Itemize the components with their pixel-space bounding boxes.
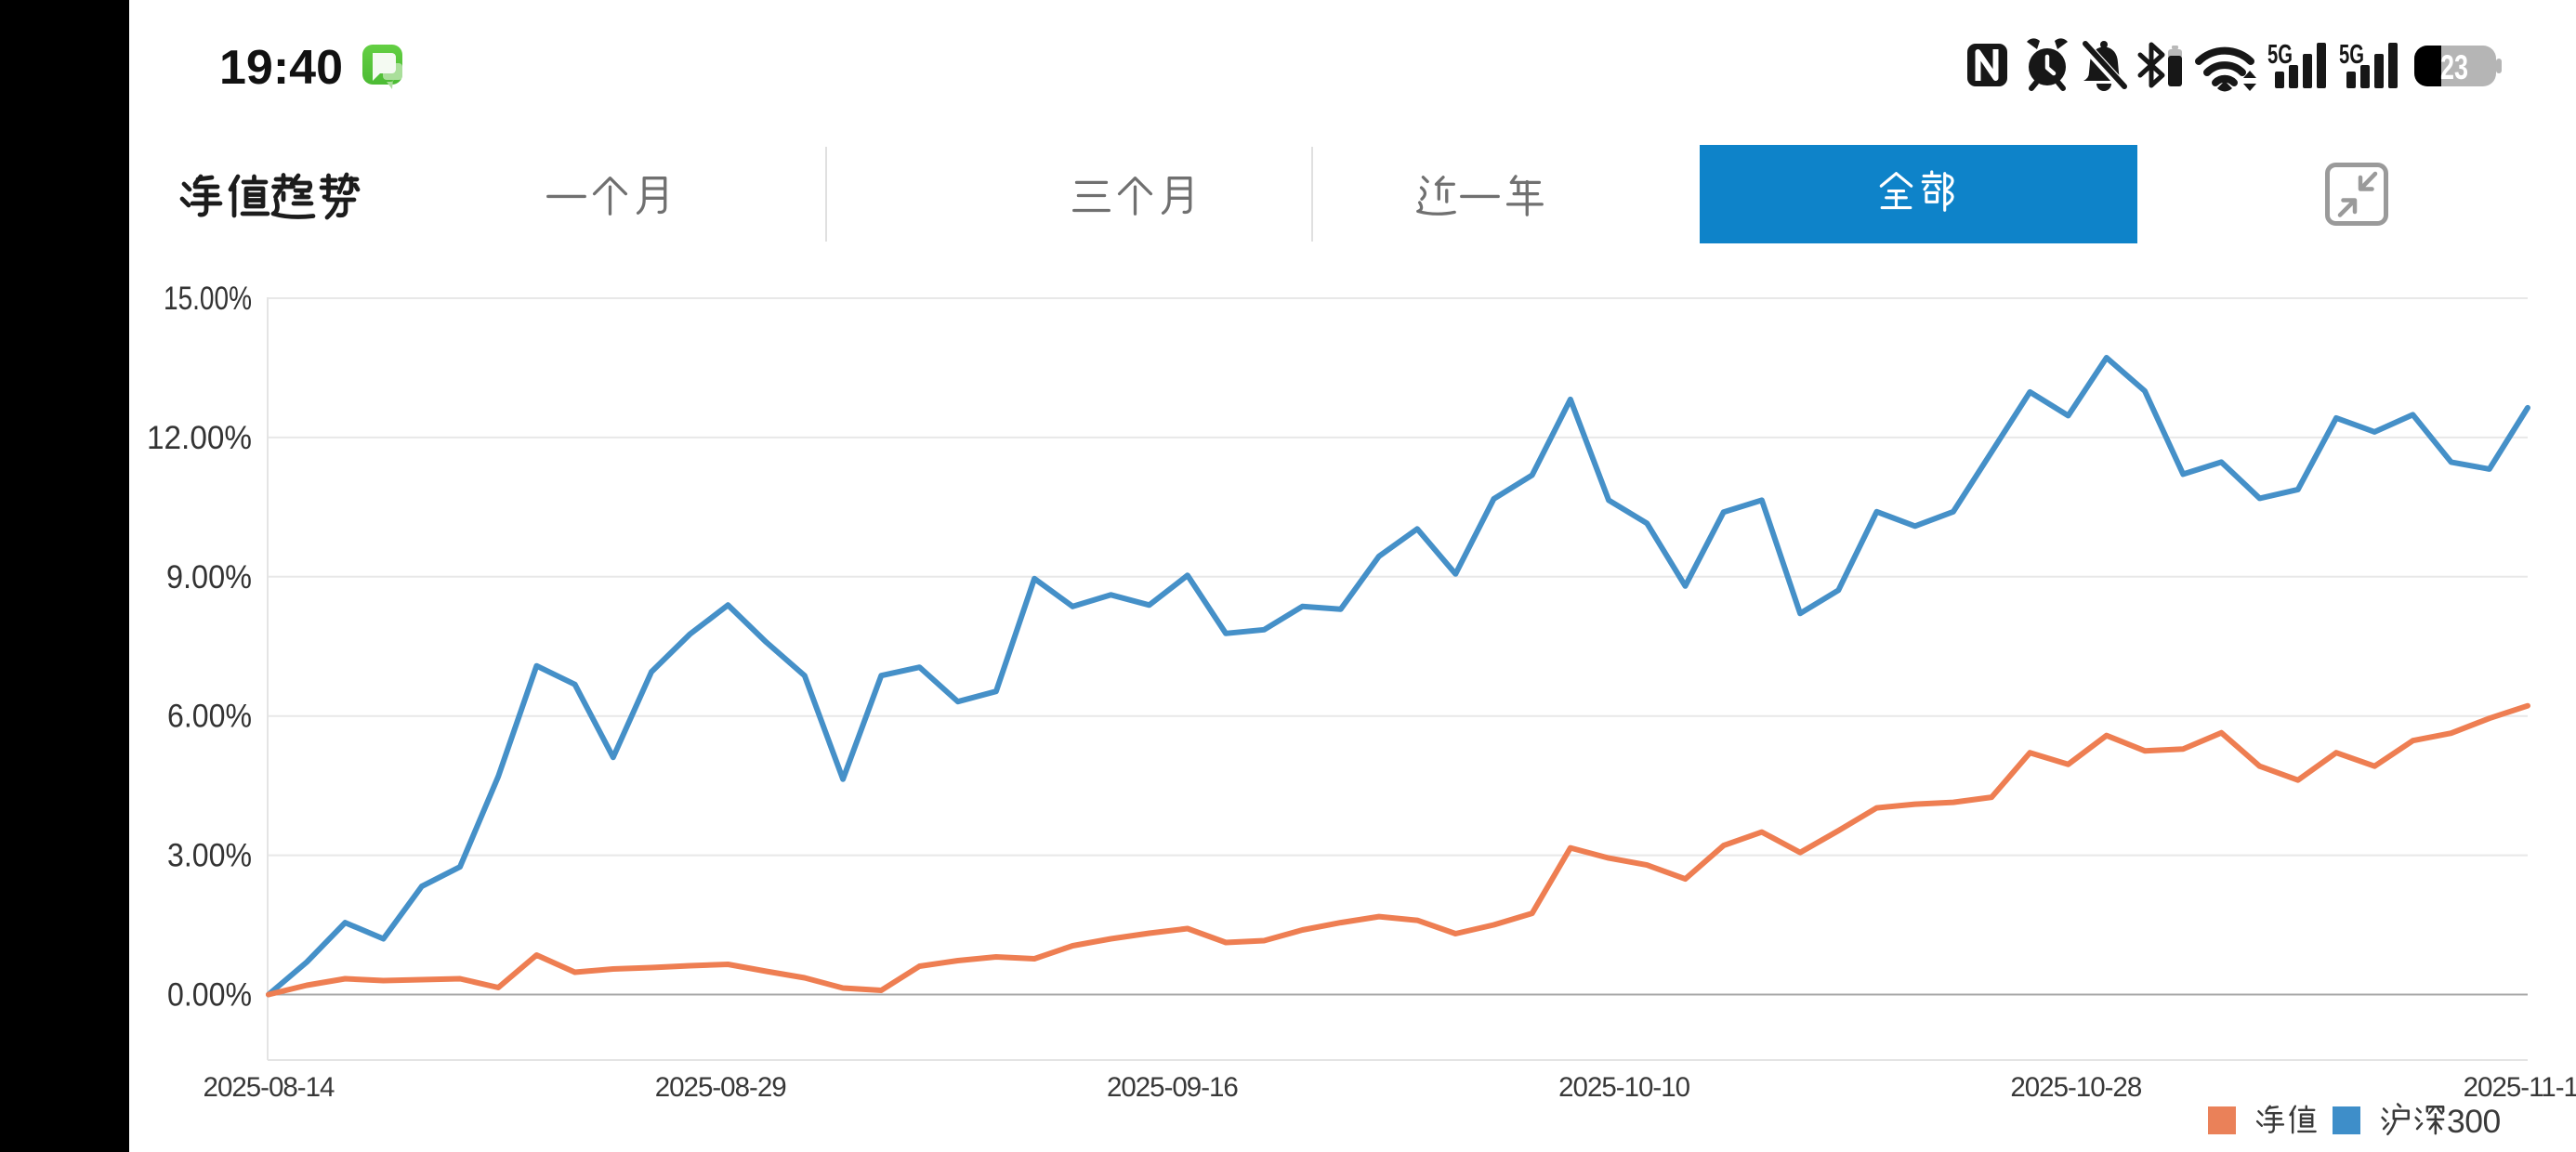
svg-text:2025-08-14: 2025-08-14 (204, 1072, 335, 1103)
svg-text:0.00%: 0.00% (167, 976, 252, 1014)
svg-text:15.00%: 15.00% (164, 280, 252, 317)
svg-text:6.00%: 6.00% (167, 698, 252, 735)
svg-text:5G: 5G (2339, 40, 2364, 70)
svg-text:9.00%: 9.00% (166, 558, 252, 596)
svg-text:300: 300 (2447, 1103, 2501, 1140)
svg-text:5G: 5G (2267, 40, 2293, 70)
svg-text:19:40: 19:40 (219, 41, 343, 95)
svg-text:3.00%: 3.00% (167, 837, 252, 874)
svg-text:2025-09-16: 2025-09-16 (1107, 1072, 1238, 1103)
svg-text:12.00%: 12.00% (147, 419, 252, 456)
svg-text:2025-10-28: 2025-10-28 (2010, 1072, 2141, 1103)
svg-text:2025-11-14: 2025-11-14 (2464, 1072, 2576, 1103)
svg-text:23: 23 (2440, 48, 2468, 86)
svg-text:2025-10-10: 2025-10-10 (1558, 1072, 1689, 1103)
svg-text:2025-08-29: 2025-08-29 (655, 1072, 786, 1103)
